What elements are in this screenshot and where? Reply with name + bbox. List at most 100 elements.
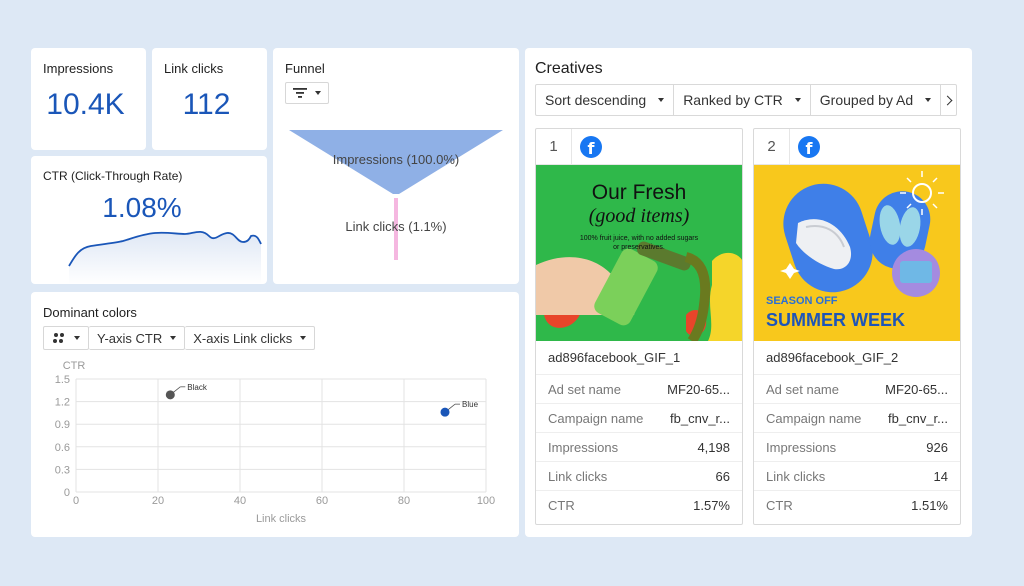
metric-key: Impressions [548,439,619,455]
link-clicks-value: 112 [182,88,231,121]
ctr-label: CTR (Click-Through Rate) [43,169,183,183]
creatives-title: Creatives [535,60,603,77]
creative-card-1[interactable]: 1 f Our Fresh (good items) 100% fruit ju… [535,128,743,525]
impressions-value: 10.4K [46,88,125,121]
y-axis-label: Y-axis CTR [97,330,163,346]
x-tick-label: 40 [234,495,246,507]
facebook-icon: f [798,135,820,158]
x-axis-dropdown[interactable]: X-axis Link clicks [185,326,316,350]
creative-metric-row: Link clicks 14 [754,462,960,491]
ctr-card: CTR (Click-Through Rate) 1.08% [31,156,267,284]
creatives-sort-bar: Sort descending Ranked by CTR Grouped by… [535,84,958,116]
creative-image: SEASON OFF SUMMER WEEK [754,165,960,341]
x-tick-label: 80 [398,495,410,507]
chevron-down-icon [300,336,307,340]
chevron-down-icon [315,91,321,95]
creative-metric-row: Campaign name fb_cnv_r... [536,404,742,433]
ctr-sparkline [68,230,262,284]
link-clicks-label: Link clicks [164,61,224,76]
group-by-label: Grouped by Ad [819,92,914,108]
funnel-stage-label-impressions: Impressions (100.0%) [332,152,460,167]
impressions-label: Impressions [43,61,114,76]
metric-key: Link clicks [766,468,826,484]
creative-metric-row: Link clicks 66 [536,462,742,491]
creative-metric-row: Impressions 926 [754,433,960,462]
link-clicks-card: Link clicks 112 [152,48,267,150]
metric-value: 66 [715,468,730,484]
metric-key: Link clicks [548,468,608,484]
impressions-card: Impressions 10.4K [31,48,146,150]
metric-value: MF20-65... [667,381,730,397]
group-by-dropdown[interactable]: Grouped by Ad [811,85,942,115]
ad-season-text: SEASON OFF [766,295,838,307]
metric-key: Ad set name [548,381,621,397]
rank-by-dropdown[interactable]: Ranked by CTR [674,85,811,115]
chevron-down-icon [658,98,665,102]
y-tick-label: 1.5 [55,374,70,386]
metric-key: Impressions [766,439,837,455]
metric-value: 4,198 [697,439,730,455]
creative-rank: 1 [536,129,572,165]
metric-value: 1.57% [693,498,730,513]
funnel-card: Funnel Impressions (100.0%) Link clicks … [273,48,519,284]
creative-name: ad896facebook_GIF_1 [536,341,742,375]
y-tick-label: 1.2 [55,397,70,409]
metric-value: fb_cnv_r... [670,410,730,426]
scatter-point [165,390,175,400]
creative-metric-row: Impressions 4,198 [536,433,742,462]
sort-direction-label: Sort descending [545,92,647,108]
scatter-icon [53,333,64,343]
point-label: Blue [462,400,479,409]
creative-name: ad896facebook_GIF_2 [754,341,960,375]
metric-key: Ad set name [766,381,839,397]
funnel-title: Funnel [285,61,325,76]
metric-value: MF20-65... [885,381,948,397]
metric-value: fb_cnv_r... [888,410,948,426]
x-tick-label: 60 [316,495,328,507]
ad-headline-italic: (good items) [588,205,690,227]
rank-by-label: Ranked by CTR [683,92,783,108]
chevron-right-icon [942,95,953,105]
scroll-right-button[interactable] [941,85,956,115]
funnel-stage-link-clicks [394,198,398,260]
facebook-icon: f [580,135,602,158]
funnel-type-dropdown[interactable] [285,82,329,104]
funnel-stage-impressions [289,130,503,194]
dominant-colors-title: Dominant colors [43,305,137,320]
x-tick-label: 0 [73,495,79,507]
y-tick-label: 0.9 [55,419,70,431]
sort-direction-dropdown[interactable]: Sort descending [536,85,675,115]
y-axis-dropdown[interactable]: Y-axis CTR [89,326,186,350]
creative-metric-row: Ad set name MF20-65... [754,375,960,404]
y-tick-label: 0 [64,487,70,499]
ad-subtext-2: or preservatives. [613,244,665,251]
metric-value: 1.51% [911,498,948,513]
creative-image: Our Fresh (good items) 100% fruit juice,… [536,165,742,341]
x-axis-title: Link clicks [256,513,307,525]
scatter-chart: 0 20 40 60 80 100 0 0.3 0.6 0.9 1.2 1.5 CTR Link clic… [55,360,495,525]
creative-metric-row: CTR 1.57% [536,491,742,520]
funnel-stage-label-link-clicks: Link clicks (1.1%) [345,219,447,234]
creative-card-2[interactable]: 2 f SEASON OFF SUMMER WEEK ad896facebook… [753,128,961,525]
ad-summer-text: SUMMER WEEK [766,310,905,330]
metric-value: 14 [933,468,948,484]
ctr-value: 1.08% [102,192,182,223]
metric-key: CTR [548,498,575,513]
y-tick-label: 0.3 [55,464,70,476]
funnel-icon [293,88,307,98]
scatter-point [440,407,450,417]
x-tick-label: 100 [477,495,495,507]
x-tick-label: 20 [152,495,164,507]
chevron-down-icon [925,98,932,102]
metric-key: Campaign name [766,410,862,426]
chart-type-dropdown[interactable] [43,326,89,350]
ad-subtext-1: 100% fruit juice, with no added sugars [579,235,699,242]
metric-key: Campaign name [548,410,644,426]
chevron-down-icon [74,336,80,340]
creative-rank: 2 [754,129,790,165]
metric-value: 926 [926,439,948,455]
chevron-down-icon [794,98,801,102]
ad-headline: Our Fresh [591,181,687,204]
funnel-chart [289,130,503,260]
creative-metric-row: CTR 1.51% [754,491,960,520]
